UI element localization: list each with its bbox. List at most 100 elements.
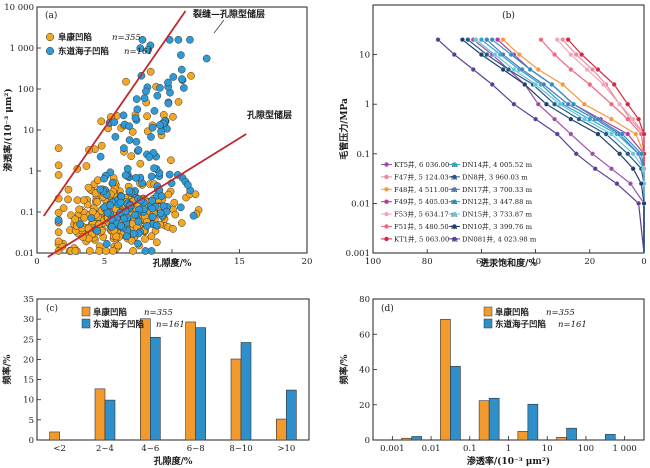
x-axis-title: 渗透率/(10⁻³ μm²) bbox=[467, 455, 550, 467]
curve-point bbox=[535, 67, 541, 72]
legend-swatch-dot bbox=[384, 224, 389, 229]
legend-label: 阜康凹陷 bbox=[58, 32, 92, 43]
x-tick-label: 1 bbox=[506, 444, 511, 454]
curve-point bbox=[595, 116, 601, 122]
dongdaohaizi-point bbox=[178, 75, 186, 83]
curve-point bbox=[484, 52, 490, 58]
fukang-point bbox=[54, 171, 63, 179]
curve-point bbox=[625, 116, 631, 122]
dongdaohaizi-point bbox=[110, 118, 119, 127]
curve-point bbox=[535, 101, 541, 107]
curve-point bbox=[609, 166, 614, 172]
fukang-bar bbox=[401, 437, 413, 441]
legend-marker bbox=[45, 32, 55, 42]
x-tick-label: 5 bbox=[102, 257, 107, 267]
x-tick-label: >10 bbox=[277, 444, 295, 454]
curve-point bbox=[573, 151, 579, 157]
curve-point bbox=[581, 101, 587, 107]
dongdaohaizi-point bbox=[164, 99, 173, 108]
curve-point bbox=[628, 181, 633, 187]
trend-label-pore: 孔隙型储层 bbox=[247, 109, 292, 121]
curve-point bbox=[516, 52, 522, 58]
curve-point bbox=[595, 67, 601, 72]
trend-line bbox=[43, 10, 187, 217]
legend-label: 东道海子凹陷 bbox=[58, 46, 109, 57]
curve-point bbox=[500, 52, 506, 58]
panel-c-porosity-histogram: 0 5 10 15 20 25 30 35 孔隙度/% 频率/% (c) <2 2~4 4~6 6~8 8~1… bbox=[1, 295, 310, 467]
curve-point bbox=[511, 101, 517, 107]
x-tick-label: 2~4 bbox=[96, 444, 114, 454]
dongdaohaizi-point bbox=[132, 95, 141, 103]
x-tick-label: 100 bbox=[365, 257, 381, 267]
x-tick-label: 0.001 bbox=[380, 444, 404, 454]
dongdaohaizi-bar bbox=[240, 342, 252, 441]
curve-point bbox=[636, 200, 642, 206]
fukang-point bbox=[177, 219, 186, 227]
dongdaohaizi-point bbox=[202, 54, 211, 63]
curve-point bbox=[554, 37, 560, 43]
curve-point bbox=[552, 101, 558, 107]
legend-label: F48井, 4 511.00 m bbox=[394, 185, 458, 194]
curve-point bbox=[492, 52, 498, 58]
x-tick-label: 8~10 bbox=[229, 444, 252, 454]
dongdaohaizi-point bbox=[96, 185, 105, 194]
x-tick-label: 80 bbox=[422, 257, 433, 267]
y-axis-title: 渗透率/(10⁻³ μm²) bbox=[2, 88, 14, 171]
y-tick-label: 1 000 bbox=[10, 44, 34, 54]
legend-label: F51井, 5 480.50 m bbox=[394, 222, 458, 231]
fukang-point bbox=[54, 228, 63, 237]
fukang-point bbox=[71, 215, 79, 224]
x-axis-title: 孔隙度/% bbox=[153, 257, 192, 269]
legend-label: DN14井, 4 005.52 m bbox=[462, 160, 533, 169]
curve-point bbox=[595, 131, 601, 137]
legend-label: F53井, 5 634.17 m bbox=[394, 210, 458, 219]
dongdaohaizi-point bbox=[174, 35, 183, 44]
y-tick-label: 0.01 bbox=[15, 249, 34, 259]
x-tick-label: 0.1 bbox=[463, 444, 477, 454]
curve-point bbox=[641, 166, 647, 172]
dongdaohaizi-point bbox=[108, 178, 117, 187]
curve-point bbox=[614, 181, 620, 187]
fukang-bar bbox=[94, 388, 106, 441]
dongdaohaizi-point bbox=[131, 114, 140, 123]
legend-marker bbox=[45, 46, 55, 56]
fukang-bar bbox=[230, 358, 242, 441]
legend-count: n=355 bbox=[112, 33, 141, 43]
curve-point bbox=[506, 67, 511, 72]
curve-point bbox=[590, 67, 595, 72]
legend-swatch-dot bbox=[384, 211, 389, 217]
fukang-point bbox=[143, 112, 151, 121]
fukang-point bbox=[112, 232, 121, 241]
legend-label: F49井, 5 405.03 m bbox=[394, 197, 458, 206]
x-tick-label: 100 bbox=[578, 444, 594, 454]
dongdaohaizi-bar bbox=[488, 397, 500, 441]
dongdaohaizi-point bbox=[150, 164, 158, 173]
dongdaohaizi-point bbox=[106, 201, 115, 210]
x-tick-label: 10 bbox=[167, 257, 178, 267]
curve-line bbox=[467, 39, 645, 253]
panel-label: (d) bbox=[381, 303, 394, 314]
dongdaohaizi-bar bbox=[527, 403, 539, 441]
curve-point bbox=[451, 52, 457, 58]
fukang-point bbox=[54, 161, 63, 170]
fukang-point bbox=[171, 210, 180, 219]
curve-point bbox=[609, 116, 614, 122]
curve-point bbox=[584, 67, 590, 72]
y-tick-label: 0 bbox=[29, 436, 34, 446]
dongdaohaizi-point bbox=[119, 111, 128, 120]
dongdaohaizi-point bbox=[125, 136, 134, 144]
dongdaohaizi-point bbox=[147, 133, 155, 141]
dongdaohaizi-point bbox=[136, 44, 145, 53]
curve-point bbox=[573, 52, 579, 58]
curve-point bbox=[560, 82, 566, 87]
dongdaohaizi-point bbox=[134, 146, 143, 154]
plot-frame bbox=[36, 298, 310, 441]
fukang-point bbox=[152, 238, 161, 247]
curve-point bbox=[552, 116, 558, 122]
dongdaohaizi-point bbox=[140, 94, 149, 102]
legend-swatch-dot bbox=[384, 199, 389, 204]
curve-point bbox=[435, 37, 441, 43]
curve-point bbox=[495, 37, 501, 43]
dongdaohaizi-point bbox=[134, 217, 143, 226]
y-tick-label: 15 bbox=[23, 376, 34, 386]
